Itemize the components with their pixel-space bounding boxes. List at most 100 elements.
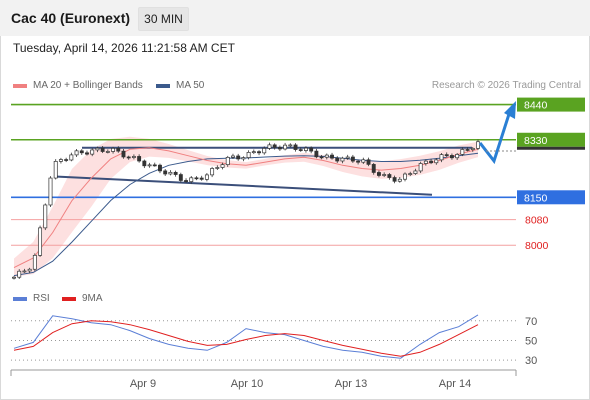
candle-body — [350, 156, 355, 162]
candle-body — [27, 268, 32, 272]
candle-body — [225, 156, 230, 165]
candle-body — [361, 159, 366, 163]
candle-body — [220, 164, 225, 168]
level-tag-bg-8440 — [517, 97, 585, 112]
candle-body — [246, 152, 251, 158]
candle-body — [418, 163, 423, 172]
ma50-label: MA 50 — [176, 80, 205, 91]
candle-body — [85, 152, 89, 155]
candle-body — [304, 147, 308, 151]
legend-rsi: RSI — [13, 293, 50, 304]
candle-body — [397, 178, 402, 182]
candle-body — [236, 155, 241, 160]
candle-body — [434, 159, 439, 164]
candle-body — [382, 174, 387, 176]
candle-body — [12, 276, 16, 279]
level-tag-8440: 8440 — [524, 100, 548, 112]
candle-body — [43, 204, 48, 229]
candle-body — [403, 173, 407, 180]
rsi-tick-50: 50 — [525, 335, 537, 347]
rsi-swatch — [13, 296, 27, 301]
ma20-line — [13, 147, 479, 269]
ma20-swatch — [13, 83, 27, 88]
candle-body — [257, 151, 261, 154]
candle-body — [79, 150, 84, 154]
candle-body — [444, 154, 449, 156]
candle-body — [241, 157, 246, 160]
candle-body — [288, 144, 293, 147]
candle-body — [111, 148, 116, 152]
level-tag-bg-8150 — [517, 190, 585, 205]
candle-body — [298, 149, 303, 151]
level-tag-8000: 8000 — [525, 240, 549, 252]
candle-body — [330, 154, 334, 159]
legend-ma20: MA 20 + Bollinger Bands — [13, 80, 143, 91]
forecast-arrow — [478, 110, 512, 165]
candle-body — [215, 167, 220, 169]
candle-body — [408, 173, 413, 175]
candle-body — [340, 157, 345, 162]
rsi-label: RSI — [33, 293, 50, 304]
candle-body — [439, 154, 444, 161]
candle-body — [283, 144, 288, 150]
x-tick-label: Apr 14 — [439, 378, 471, 390]
candle-body — [38, 227, 43, 256]
legend-9ma: 9MA — [62, 293, 103, 304]
candle-body — [22, 270, 27, 273]
candle-body — [158, 164, 162, 172]
candle-body — [267, 144, 272, 149]
candle-body — [64, 159, 69, 161]
candle-body — [137, 156, 142, 162]
candle-body — [455, 154, 460, 159]
ma9-swatch — [62, 296, 76, 301]
candle-body — [168, 171, 173, 175]
candle-body — [476, 141, 480, 149]
candle-body — [74, 150, 79, 156]
candle-body — [163, 170, 168, 175]
candle-body — [345, 156, 350, 159]
ma50-line — [13, 152, 479, 277]
candle-body — [48, 177, 53, 206]
candle-body — [126, 156, 131, 159]
candle-body — [470, 147, 475, 150]
candle-body — [371, 164, 376, 173]
candle-body — [251, 151, 256, 154]
interval-button[interactable]: 30 MIN — [138, 7, 189, 31]
candle-body — [17, 270, 22, 278]
candle-body — [194, 177, 199, 180]
candle-body — [199, 177, 204, 180]
level-tag-shadow-8330 — [517, 146, 585, 150]
candle-body — [387, 174, 392, 178]
candle-body — [100, 147, 105, 152]
candle-body — [460, 149, 465, 155]
level-tag-8080: 8080 — [525, 215, 549, 227]
level-tag-8150: 8150 — [524, 192, 548, 204]
level-tag-bg-8330 — [517, 132, 585, 147]
candle-body — [210, 168, 215, 176]
candle-body — [152, 164, 157, 167]
rsi-tick-30: 30 — [525, 355, 537, 367]
candle-body — [335, 157, 340, 162]
candle-body — [116, 148, 121, 152]
candle-body — [309, 147, 314, 152]
candle-body — [121, 150, 126, 158]
channel-bottom — [54, 175, 433, 196]
rsi-tick-70: 70 — [525, 316, 537, 328]
candle-body — [69, 154, 74, 161]
chart-header: Cac 40 (Euronext) 30 MIN — [0, 0, 590, 36]
timestamp: Tuesday, April 14, 2026 11:21:58 AM CET — [13, 41, 235, 55]
level-tag-8330: 8330 — [524, 135, 548, 147]
candle-body — [131, 156, 136, 158]
forecast-arrowhead — [504, 100, 516, 119]
candle-body — [449, 155, 454, 159]
rsi-ma-line — [13, 320, 479, 357]
candle-body — [319, 156, 324, 159]
candle-body — [429, 160, 434, 164]
candle-body — [356, 160, 361, 163]
candle-body — [147, 164, 152, 167]
candle-body — [293, 144, 298, 150]
candle-body — [95, 147, 100, 151]
candle-body — [272, 144, 277, 148]
candle-body — [314, 150, 319, 158]
